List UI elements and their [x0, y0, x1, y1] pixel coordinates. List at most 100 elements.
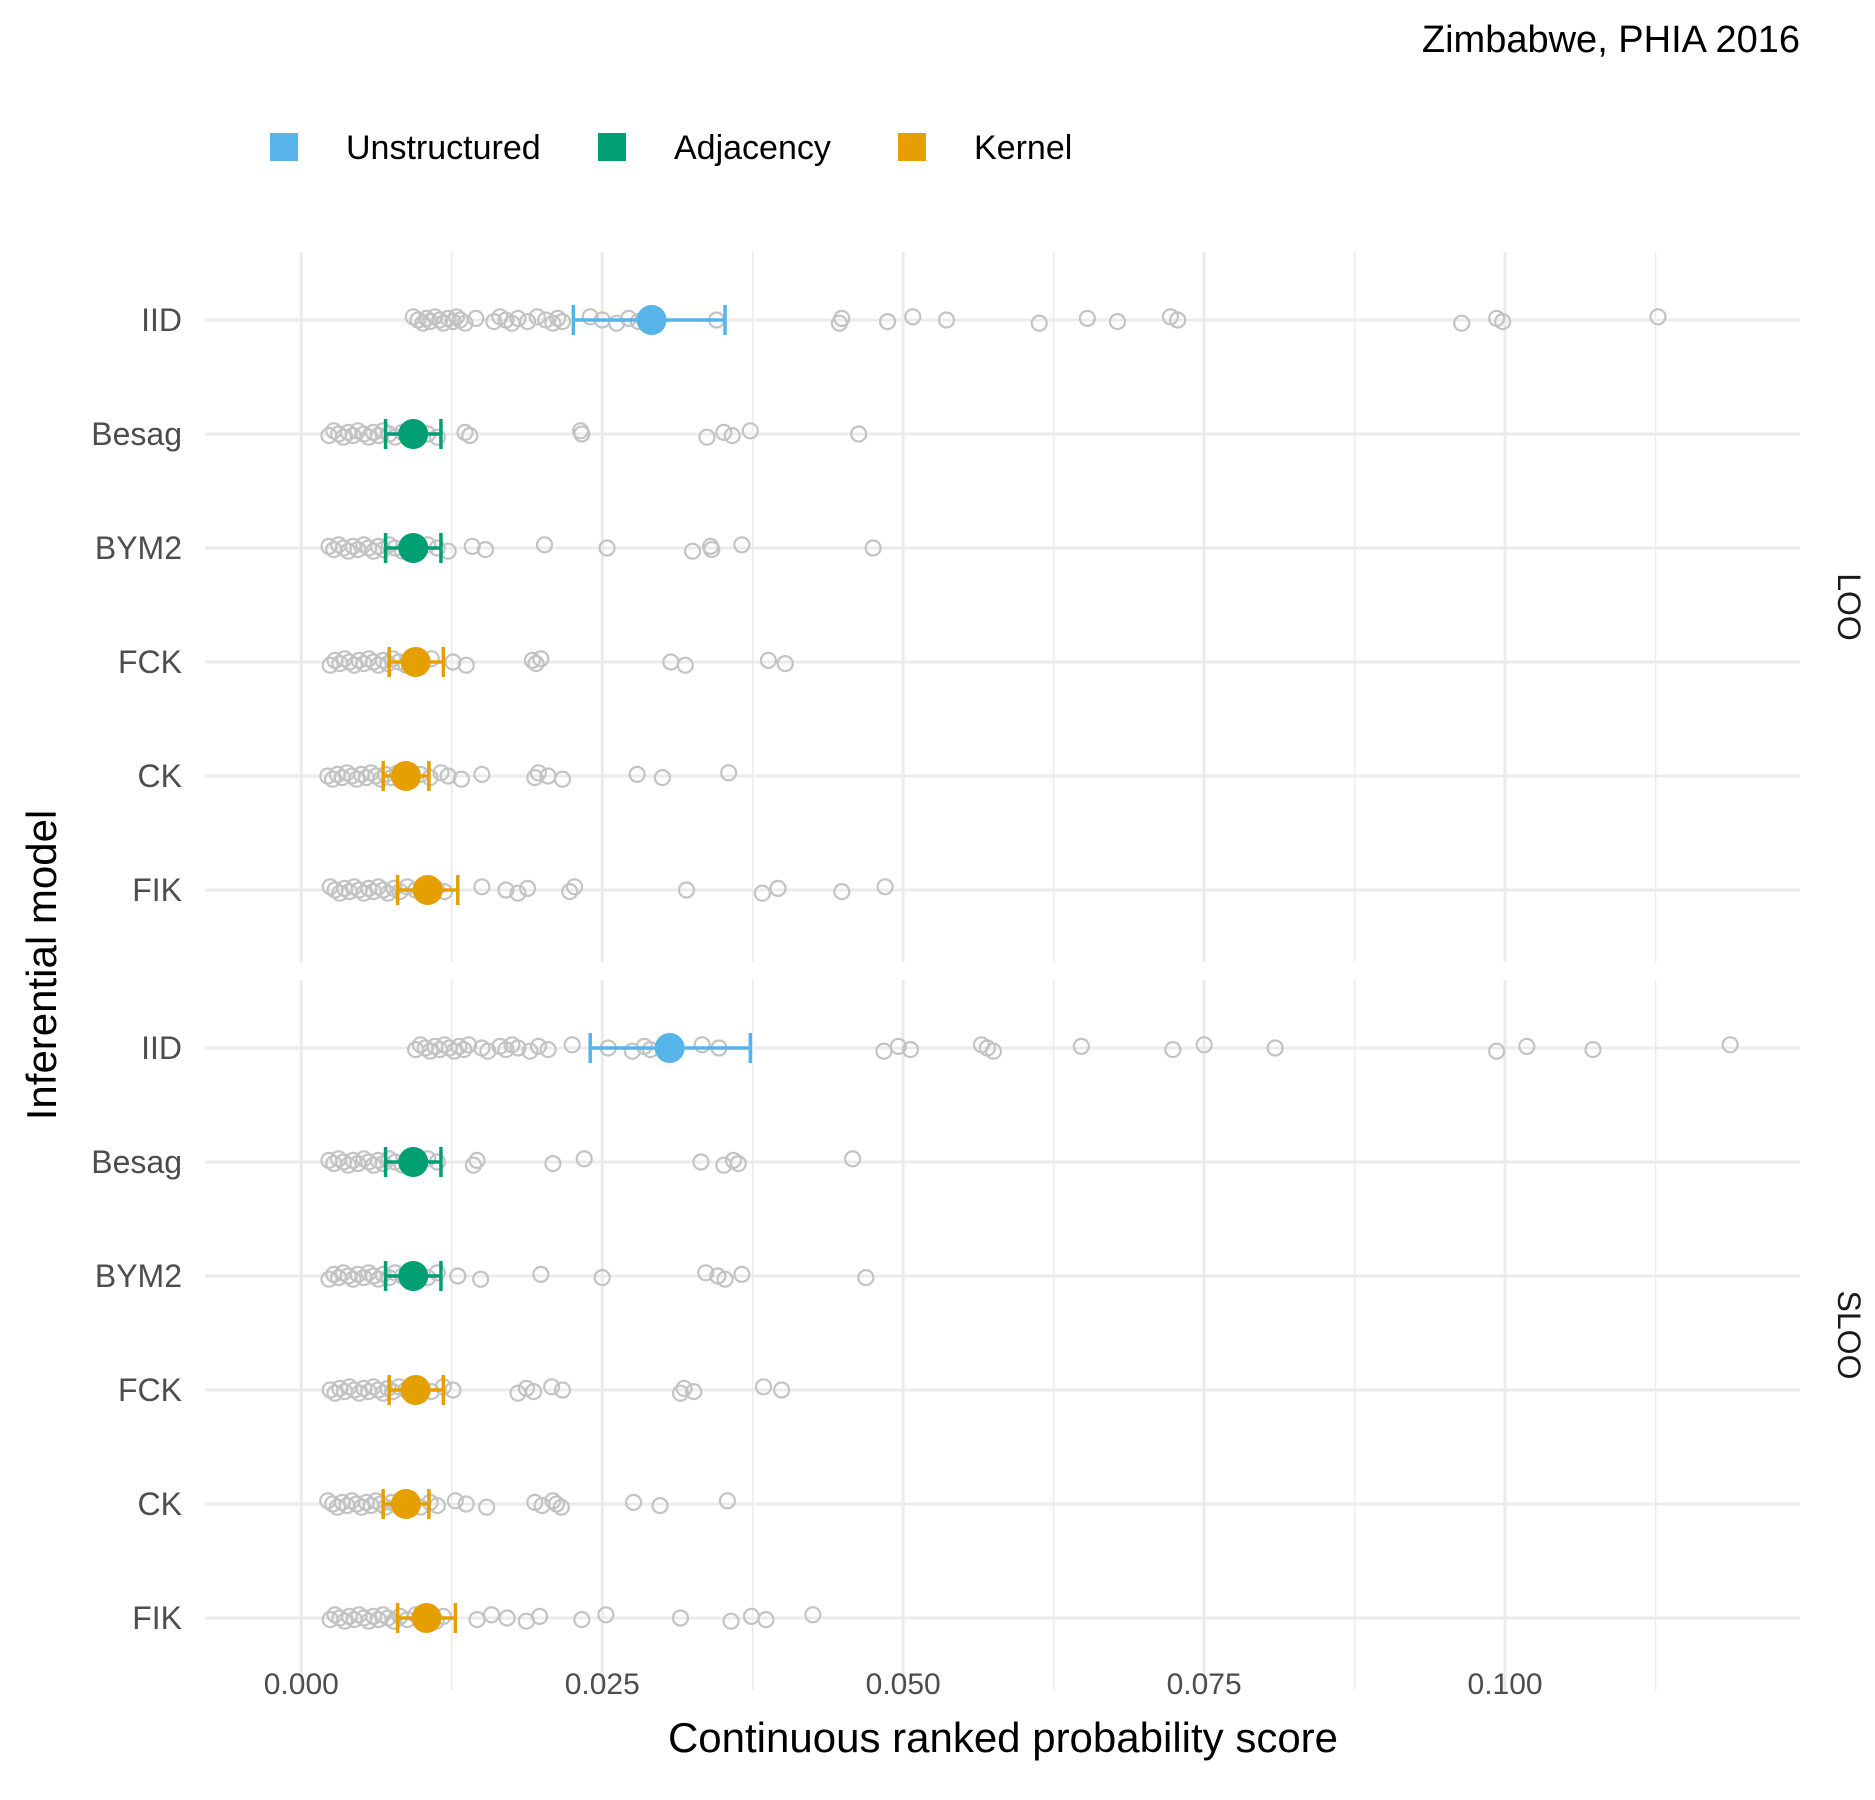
data-point [457, 1495, 475, 1513]
data-point [509, 884, 527, 902]
data-point [1584, 1040, 1602, 1059]
y-tick-label: IID [141, 1030, 182, 1066]
data-point [519, 879, 537, 898]
gridlines [205, 252, 1800, 962]
data-point [320, 1270, 338, 1288]
data-point [1721, 1036, 1739, 1054]
data-point [716, 1270, 734, 1288]
data-point [1649, 308, 1667, 326]
data-point [421, 313, 439, 331]
data-point [1169, 311, 1187, 329]
data-point [598, 539, 616, 557]
data-point [561, 882, 579, 901]
data-point [722, 1612, 740, 1630]
data-point [444, 1381, 462, 1399]
data-point [901, 1040, 920, 1059]
data-point [833, 309, 851, 327]
panel-sloo: IID Besag BYM2 FCK CK FIK SLOO [91, 980, 1867, 1690]
mean-point [398, 419, 429, 449]
data-point [446, 1492, 464, 1510]
data-point [720, 764, 738, 782]
data-point [472, 1270, 490, 1288]
data-point [729, 1154, 747, 1173]
data-point [723, 427, 741, 445]
chart-title: Zimbabwe, PHIA 2016 [1422, 19, 1800, 61]
y-tick-label: BYM2 [95, 1258, 182, 1294]
data-point [671, 1384, 690, 1402]
data-point [473, 878, 491, 896]
data-point [476, 540, 495, 559]
mean-point [391, 1489, 422, 1519]
legend: Unstructured Adjacency Kernel [270, 129, 1072, 167]
data-point [1494, 313, 1512, 331]
data-point [352, 1498, 371, 1516]
data-point [344, 1270, 362, 1288]
legend-swatch [898, 133, 926, 161]
data-point [455, 1040, 473, 1059]
data-point [345, 656, 363, 674]
y-tick-label: FCK [118, 644, 182, 680]
data-point [339, 542, 357, 560]
data-point [889, 1037, 907, 1056]
data-point [529, 1037, 548, 1056]
legend-item: Unstructured [270, 129, 541, 167]
data-point [509, 1039, 527, 1057]
data-point [573, 1610, 591, 1629]
data-point [565, 878, 584, 896]
data-point [372, 770, 390, 788]
x-axis-title: Continuous ranked probability score [668, 1714, 1338, 1761]
data-point [733, 1265, 751, 1284]
data-point [539, 1040, 557, 1059]
series-sloo-iid [407, 1033, 1739, 1063]
data-point [553, 313, 572, 331]
data-point [553, 770, 572, 788]
series-loo-ck [319, 761, 738, 791]
y-tick-label: FIK [132, 872, 182, 908]
data-point [692, 1153, 710, 1171]
data-point [718, 1492, 737, 1510]
data-point [741, 422, 759, 440]
data-point [984, 1042, 1003, 1060]
data-point [875, 1042, 893, 1060]
data-point [324, 770, 342, 788]
data-point [757, 1610, 775, 1629]
data-point [1108, 313, 1127, 331]
x-tick-label: 0.100 [1468, 1668, 1543, 1701]
data-point [350, 1384, 368, 1402]
data-point [428, 1264, 446, 1282]
data-point [468, 1151, 486, 1170]
mean-point [398, 533, 429, 563]
panel-loo: IID Besag BYM2 FCK CK FIK LOO [91, 252, 1867, 962]
series-loo-iid [404, 305, 1667, 335]
data-point [519, 313, 537, 331]
data-point [703, 540, 721, 559]
mean-point [412, 875, 443, 905]
y-tick-label: FIK [132, 1600, 182, 1636]
data-point [597, 1606, 615, 1624]
legend-item: Kernel [898, 129, 1072, 167]
data-point [677, 881, 696, 899]
series-sloo-besag [320, 1147, 862, 1177]
data-point [331, 884, 349, 902]
x-tick-label: 0.025 [565, 1668, 640, 1701]
series-loo-fck [321, 647, 794, 677]
data-point [497, 881, 515, 899]
data-point [676, 656, 694, 674]
data-point [685, 1382, 703, 1401]
mean-point [654, 1033, 685, 1063]
data-point [1078, 309, 1096, 327]
data-point [878, 313, 897, 331]
facet-strip-label: LOO [1831, 573, 1867, 641]
data-point [759, 651, 777, 670]
data-point [355, 884, 373, 902]
mean-point [400, 647, 431, 677]
data-point [651, 1496, 669, 1515]
data-point [360, 1612, 378, 1630]
data-point [468, 1610, 486, 1629]
data-point [753, 884, 771, 902]
data-point [417, 309, 436, 327]
legend-swatch [598, 133, 626, 161]
data-point [464, 1156, 483, 1174]
series-loo-bym2 [320, 533, 882, 563]
data-point [937, 311, 956, 329]
